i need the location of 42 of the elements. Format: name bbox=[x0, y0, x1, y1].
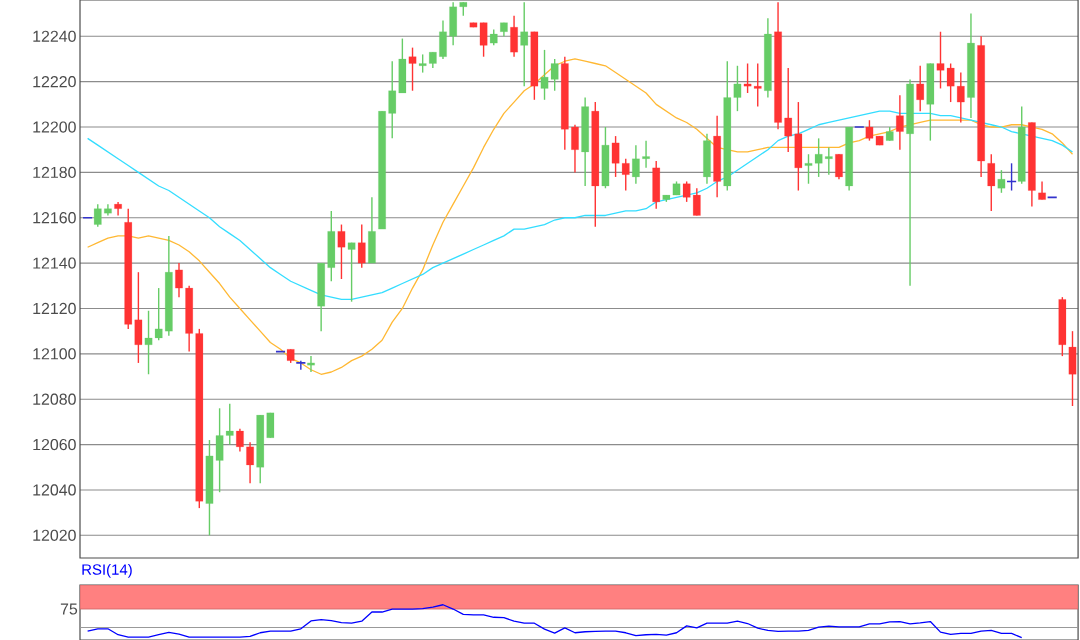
chart-title: RSI(14) bbox=[82, 563, 132, 578]
y-tick-label: 12220 bbox=[33, 76, 76, 88]
candlestick bbox=[571, 124, 579, 174]
y-tick-label: 12240 bbox=[33, 30, 76, 42]
candlestick bbox=[226, 403, 234, 446]
candlestick bbox=[957, 71, 965, 124]
candlestick bbox=[632, 144, 640, 185]
candlestick bbox=[896, 94, 904, 151]
candlestick bbox=[307, 355, 315, 373]
candlestick bbox=[987, 153, 996, 212]
y-tick-label: 12200 bbox=[33, 121, 76, 133]
candlestick bbox=[997, 169, 1006, 194]
candlestick bbox=[94, 203, 102, 228]
candlestick bbox=[388, 60, 396, 140]
y-tick-label: 12180 bbox=[33, 166, 76, 179]
candlestick bbox=[418, 53, 427, 74]
y-tick-label: 12040 bbox=[33, 484, 76, 496]
candlestick bbox=[236, 428, 244, 453]
y-tick-label: 12080 bbox=[33, 393, 76, 405]
candlestick bbox=[358, 223, 366, 269]
candlestick bbox=[916, 65, 924, 112]
candlestick bbox=[825, 146, 833, 176]
y-tick-label: 12140 bbox=[33, 257, 76, 269]
candlestick bbox=[246, 441, 254, 484]
candlestick bbox=[337, 223, 346, 280]
y-tick-label: 12100 bbox=[33, 348, 76, 360]
candlestick bbox=[1038, 180, 1046, 201]
candlestick bbox=[682, 180, 691, 203]
candlestick bbox=[347, 242, 356, 303]
y-tick-label: 12160 bbox=[33, 212, 76, 224]
candlestick bbox=[1006, 162, 1017, 192]
candlestick bbox=[408, 46, 417, 92]
y-tick-label: 12020 bbox=[33, 529, 76, 541]
y-tick-label: 12060 bbox=[33, 438, 76, 451]
band-label: 75 bbox=[60, 603, 78, 615]
candlestick bbox=[642, 139, 650, 169]
candlestick bbox=[835, 153, 843, 180]
candlestick bbox=[175, 262, 183, 298]
candlestick bbox=[693, 187, 701, 217]
candlestick bbox=[784, 67, 792, 153]
candlestick bbox=[520, 1, 528, 87]
y-tick-label: 12120 bbox=[33, 302, 76, 315]
